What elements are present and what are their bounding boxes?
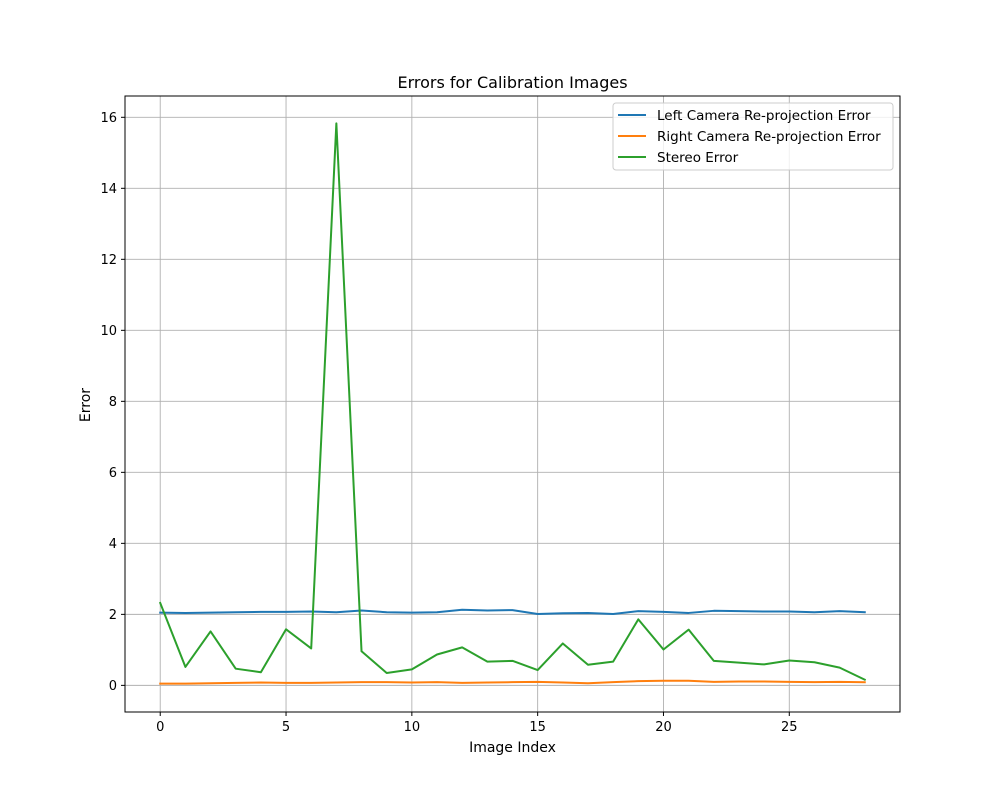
y-tick-label: 0	[109, 679, 117, 694]
series-line-1	[159, 608, 866, 616]
y-tick-label: 8	[109, 395, 117, 410]
legend-label-1: Left Camera Re-projection Error	[657, 108, 871, 124]
series-line-3	[158, 122, 867, 682]
series-lines	[158, 122, 867, 685]
x-tick-label: 20	[655, 720, 672, 735]
grid	[125, 96, 900, 712]
axis-ticks: 0 5 10 15 20 25 0 2 4 6 8 10 12 14 16	[100, 111, 797, 735]
y-tick-label: 6	[109, 466, 117, 481]
plot-frame	[124, 95, 901, 713]
y-axis-label: Error	[78, 388, 94, 422]
y-tick-label: 14	[100, 182, 117, 197]
chart-title: Errors for Calibration Images	[397, 73, 627, 92]
legend: Left Camera Re-projection Error Right Cam…	[612, 102, 894, 171]
x-tick-label: 0	[156, 720, 164, 735]
y-tick-label: 4	[109, 537, 117, 552]
y-tick-label: 2	[109, 608, 117, 623]
y-tick-label: 12	[100, 253, 117, 268]
x-tick-label: 15	[529, 720, 546, 735]
y-tick-label: 16	[100, 111, 117, 126]
legend-label-2: Right Camera Re-projection Error	[657, 129, 881, 145]
x-axis-label: Image Index	[469, 740, 556, 756]
x-tick-label: 5	[282, 720, 290, 735]
x-tick-label: 25	[781, 720, 798, 735]
legend-box	[612, 102, 894, 171]
x-tick-label: 10	[404, 720, 421, 735]
series-line-2	[159, 679, 866, 685]
y-tick-label: 10	[100, 324, 117, 339]
legend-label-3: Stereo Error	[657, 150, 739, 166]
